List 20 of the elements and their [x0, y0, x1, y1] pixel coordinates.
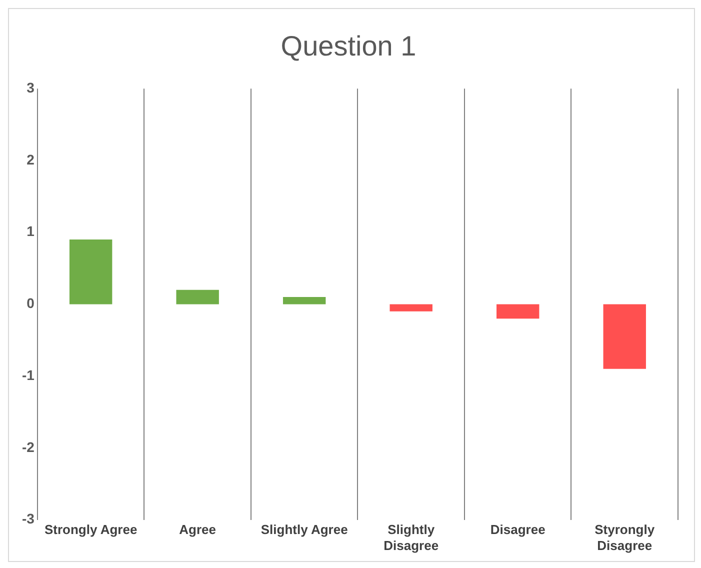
y-tick-label: 2: [26, 151, 35, 168]
bar: [603, 304, 646, 369]
y-tick-label: 1: [26, 223, 35, 240]
x-tick-label: Slightly Disagree: [384, 522, 439, 553]
x-tick-label: Styrongly Disagree: [594, 522, 656, 553]
bar: [496, 304, 540, 319]
x-tick-label: Agree: [179, 522, 216, 538]
bar: [390, 304, 432, 312]
y-tick-label: 3: [26, 79, 35, 96]
chart-title: Question 1: [280, 30, 416, 62]
bar: [69, 240, 112, 304]
y-tick-label: -3: [22, 510, 35, 527]
x-tick-label: Disagree: [490, 522, 546, 538]
bar: [282, 297, 326, 304]
x-tick-label: Slightly Agree: [260, 522, 348, 538]
y-tick-label: -2: [22, 438, 35, 455]
x-tick-label: Strongly Agree: [44, 522, 138, 538]
y-tick-label: 0: [26, 295, 35, 312]
bar: [176, 290, 219, 304]
y-tick-label: -1: [22, 366, 35, 383]
